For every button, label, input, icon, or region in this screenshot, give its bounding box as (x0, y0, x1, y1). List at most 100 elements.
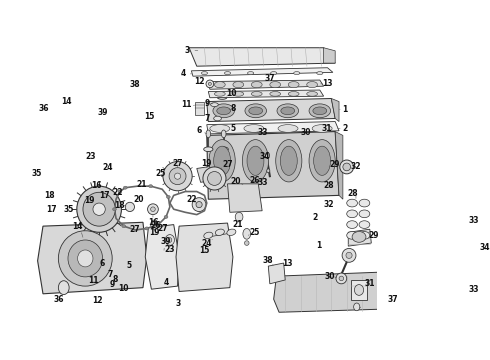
Ellipse shape (58, 231, 112, 286)
Ellipse shape (219, 147, 228, 152)
Text: 36: 36 (53, 295, 64, 304)
Text: 7: 7 (204, 114, 209, 123)
Ellipse shape (150, 220, 158, 229)
Polygon shape (335, 131, 343, 199)
Ellipse shape (68, 240, 102, 277)
Text: 12: 12 (93, 296, 103, 305)
Text: 11: 11 (88, 276, 98, 285)
Polygon shape (207, 131, 339, 199)
Ellipse shape (209, 140, 235, 182)
Text: 27: 27 (157, 224, 168, 233)
Text: 11: 11 (181, 100, 192, 109)
Ellipse shape (251, 91, 262, 96)
Text: 38: 38 (263, 256, 273, 265)
Text: 5: 5 (126, 261, 131, 270)
Ellipse shape (214, 116, 221, 121)
Text: 13: 13 (282, 258, 293, 267)
Text: 35: 35 (63, 205, 74, 214)
Ellipse shape (77, 250, 93, 267)
Text: 23: 23 (86, 152, 97, 161)
Text: 34: 34 (480, 243, 490, 252)
Polygon shape (197, 166, 216, 182)
Ellipse shape (224, 72, 231, 75)
Text: 5: 5 (230, 124, 236, 133)
Polygon shape (331, 99, 339, 122)
Ellipse shape (235, 212, 243, 221)
Ellipse shape (281, 107, 294, 114)
Ellipse shape (123, 186, 127, 189)
Text: 18: 18 (45, 191, 55, 200)
Ellipse shape (342, 248, 356, 262)
Text: 8: 8 (230, 104, 236, 113)
Ellipse shape (288, 82, 299, 88)
Text: 8: 8 (113, 275, 118, 284)
Ellipse shape (83, 192, 115, 226)
Text: 30: 30 (301, 129, 311, 138)
Polygon shape (274, 272, 389, 312)
Text: 24: 24 (103, 163, 113, 172)
Text: 28: 28 (347, 189, 358, 198)
Ellipse shape (113, 208, 117, 211)
Ellipse shape (317, 72, 323, 75)
Ellipse shape (270, 91, 281, 96)
Polygon shape (176, 223, 233, 292)
Ellipse shape (206, 80, 214, 88)
Text: 22: 22 (112, 188, 123, 197)
Text: 4: 4 (180, 69, 186, 78)
Ellipse shape (203, 167, 226, 190)
Text: 7: 7 (107, 270, 113, 279)
Ellipse shape (354, 303, 360, 311)
Text: 37: 37 (265, 75, 275, 84)
Text: 27: 27 (222, 160, 233, 169)
Ellipse shape (206, 130, 211, 138)
Ellipse shape (251, 82, 262, 88)
Text: 33: 33 (468, 285, 479, 294)
Ellipse shape (211, 103, 219, 107)
Polygon shape (377, 232, 481, 266)
Ellipse shape (359, 210, 370, 218)
Ellipse shape (204, 232, 213, 239)
Text: 9: 9 (109, 280, 115, 289)
Ellipse shape (163, 162, 192, 191)
Ellipse shape (354, 284, 364, 295)
Ellipse shape (278, 125, 298, 132)
Text: 20: 20 (230, 177, 241, 186)
Text: 15: 15 (145, 112, 155, 121)
Polygon shape (192, 68, 333, 76)
Text: 32: 32 (351, 162, 361, 171)
Text: 20: 20 (133, 195, 144, 204)
Text: 17: 17 (46, 204, 57, 213)
Ellipse shape (167, 195, 170, 198)
Ellipse shape (312, 125, 332, 132)
Ellipse shape (243, 229, 250, 239)
Ellipse shape (307, 82, 318, 88)
Text: 33: 33 (257, 129, 268, 138)
Text: 28: 28 (323, 181, 334, 190)
Ellipse shape (247, 146, 264, 175)
Bar (381, 269, 470, 311)
Polygon shape (38, 222, 147, 294)
Ellipse shape (340, 160, 354, 174)
Ellipse shape (270, 72, 277, 75)
Ellipse shape (346, 252, 352, 258)
Text: 2: 2 (343, 124, 348, 133)
Text: 39: 39 (97, 108, 108, 117)
Ellipse shape (122, 225, 125, 228)
Ellipse shape (343, 163, 350, 171)
Text: 19: 19 (149, 228, 160, 237)
Ellipse shape (164, 215, 168, 219)
Polygon shape (207, 122, 339, 134)
Ellipse shape (347, 231, 358, 239)
Text: 33: 33 (468, 216, 479, 225)
Text: 36: 36 (39, 104, 49, 113)
Text: 29: 29 (368, 231, 379, 240)
Text: 21: 21 (137, 180, 147, 189)
Polygon shape (269, 263, 285, 284)
Text: 2: 2 (313, 213, 318, 222)
Text: 29: 29 (329, 160, 340, 169)
Ellipse shape (267, 169, 270, 173)
Ellipse shape (149, 185, 152, 188)
Ellipse shape (309, 140, 335, 182)
Text: 19: 19 (84, 196, 95, 205)
Ellipse shape (280, 146, 297, 175)
